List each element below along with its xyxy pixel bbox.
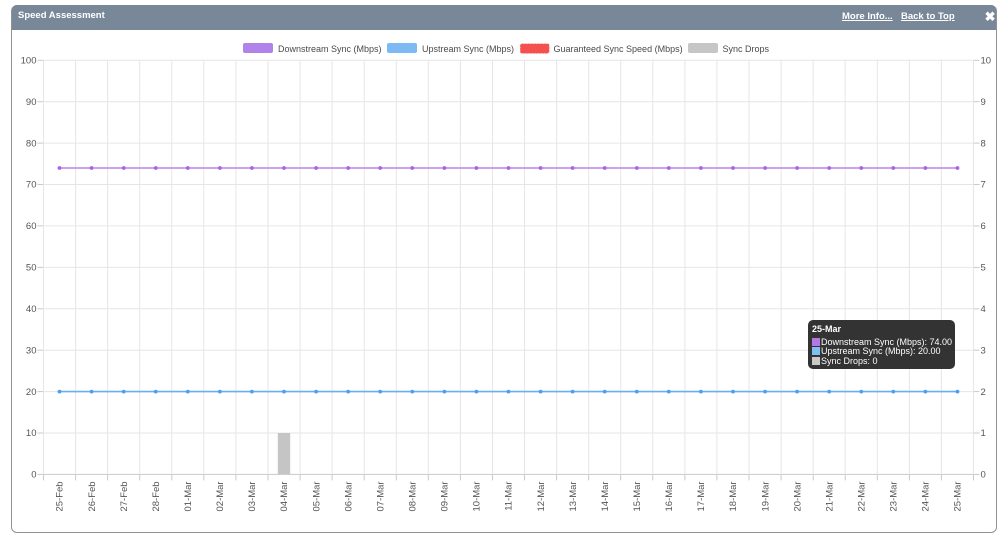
svg-text:4: 4 [981,304,986,315]
svg-text:02-Mar: 02-Mar [215,481,226,511]
svg-text:09-Mar: 09-Mar [440,481,451,511]
svg-text:20-Mar: 20-Mar [792,481,803,511]
svg-text:90: 90 [26,97,37,108]
svg-text:30: 30 [26,345,37,356]
svg-text:3: 3 [981,345,986,356]
svg-text:01-Mar: 01-Mar [183,481,194,511]
svg-text:24-Mar: 24-Mar [921,481,932,511]
svg-text:21-Mar: 21-Mar [824,481,835,511]
svg-text:08-Mar: 08-Mar [408,481,419,511]
svg-text:80: 80 [26,138,37,149]
svg-text:11-Mar: 11-Mar [504,481,515,510]
svg-text:6: 6 [981,221,986,232]
svg-text:40: 40 [26,304,37,315]
svg-text:25-Mar: 25-Mar [953,481,964,511]
svg-text:25-Feb: 25-Feb [55,481,66,511]
svg-text:2: 2 [981,387,986,398]
svg-text:05-Mar: 05-Mar [311,481,322,511]
svg-text:7: 7 [981,180,986,191]
svg-text:70: 70 [26,180,37,191]
svg-text:06-Mar: 06-Mar [343,481,354,511]
svg-text:26-Feb: 26-Feb [87,481,98,511]
svg-text:22-Mar: 22-Mar [857,481,868,511]
svg-text:19-Mar: 19-Mar [760,481,771,511]
svg-text:07-Mar: 07-Mar [375,481,386,511]
svg-text:23-Mar: 23-Mar [889,481,900,511]
svg-text:0: 0 [31,470,36,481]
svg-text:04-Mar: 04-Mar [279,481,290,511]
svg-text:18-Mar: 18-Mar [728,481,739,511]
svg-text:10: 10 [26,428,37,439]
svg-text:10-Mar: 10-Mar [472,481,483,511]
svg-text:15-Mar: 15-Mar [632,481,643,511]
svg-text:13-Mar: 13-Mar [568,481,579,511]
svg-text:03-Mar: 03-Mar [247,481,258,511]
svg-text:16-Mar: 16-Mar [664,481,675,511]
svg-text:8: 8 [981,138,986,149]
svg-text:27-Feb: 27-Feb [119,481,130,511]
svg-text:0: 0 [981,470,986,481]
svg-text:12-Mar: 12-Mar [536,481,547,511]
svg-text:14-Mar: 14-Mar [600,481,611,511]
svg-text:1: 1 [981,428,986,439]
svg-text:28-Feb: 28-Feb [151,481,162,511]
svg-text:50: 50 [26,263,37,274]
svg-text:5: 5 [981,263,986,274]
svg-text:20: 20 [26,387,37,398]
svg-text:60: 60 [26,221,37,232]
svg-text:9: 9 [981,97,986,108]
svg-text:100: 100 [21,56,37,67]
svg-text:10: 10 [981,56,992,67]
svg-text:17-Mar: 17-Mar [696,481,707,511]
